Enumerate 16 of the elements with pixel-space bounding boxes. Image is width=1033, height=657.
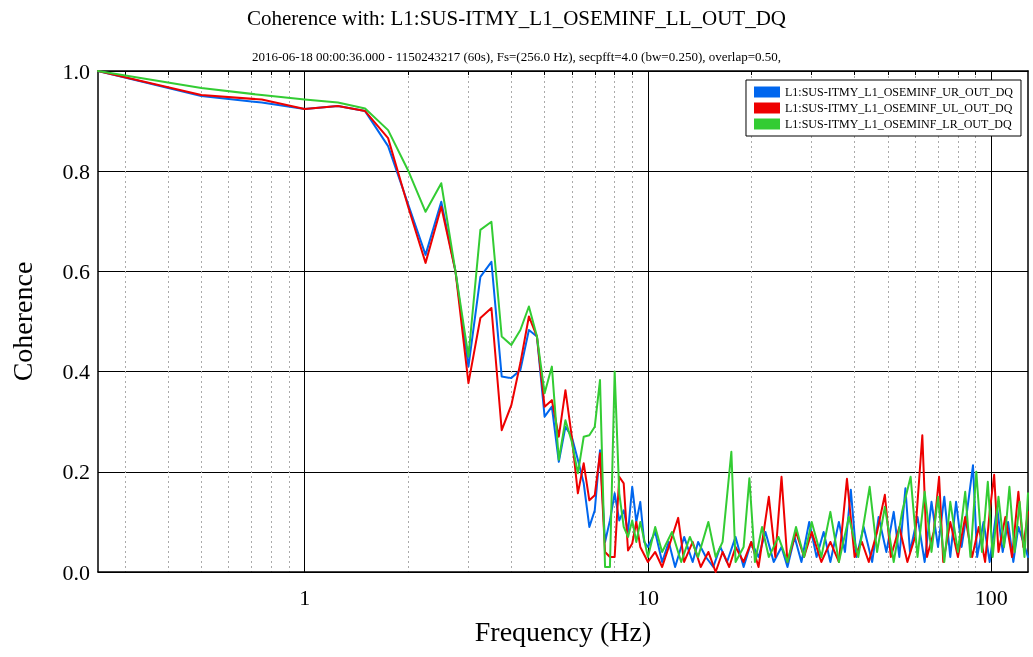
y-tick-label: 0.0 <box>62 559 90 585</box>
legend-label: L1:SUS-ITMY_L1_OSEMINF_UR_OUT_DQ <box>784 85 1014 99</box>
chart-title: Coherence with: L1:SUS-ITMY_L1_OSEMINF_LL_OUT_DQ <box>247 5 786 30</box>
x-axis-title: Frequency (Hz) <box>474 615 652 647</box>
chart-subtitle: 2016-06-18 00:00:36.000 - 1150243217 (60s), Fs=(256.0 Hz), secpfft=4.0 (bw=0.250), overlap=0.50, <box>251 49 782 64</box>
legend-label: L1:SUS-ITMY_L1_OSEMINF_UL_OUT_DQ <box>784 101 1013 115</box>
y-tick-label: 1.0 <box>62 58 90 84</box>
x-tick-label: 1 <box>299 584 311 610</box>
y-tick-label: 0.8 <box>62 158 90 184</box>
legend-label: L1:SUS-ITMY_L1_OSEMINF_LR_OUT_DQ <box>784 117 1012 131</box>
y-tick-label: 0.4 <box>62 359 90 385</box>
y-axis-title: Coherence <box>6 261 38 382</box>
y-tick-label: 0.6 <box>62 258 90 284</box>
x-tick-label: 100 <box>974 584 1008 610</box>
y-tick-label: 0.2 <box>62 459 90 485</box>
x-tick-label: 10 <box>636 584 659 610</box>
